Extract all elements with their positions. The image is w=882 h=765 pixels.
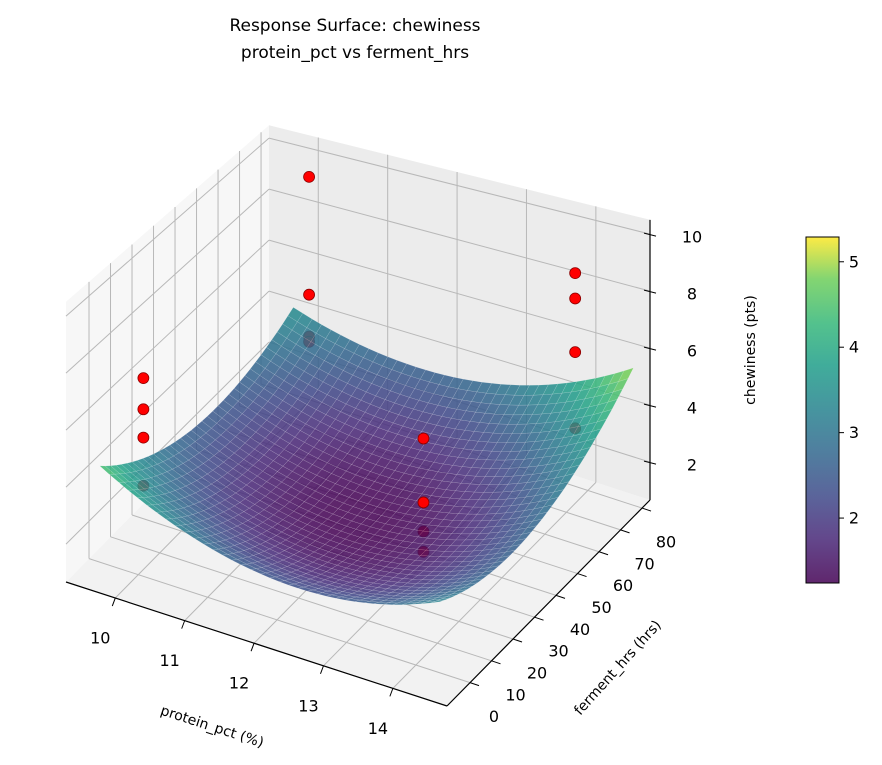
- colorbar-frame: [805, 236, 840, 584]
- y-tick: [512, 638, 523, 643]
- z-tick: [643, 346, 657, 351]
- x-tick: [389, 688, 394, 697]
- x-tick-label: 11: [159, 651, 179, 670]
- surface-facet: [564, 464, 581, 477]
- x-tick: [320, 665, 324, 674]
- scatter-point: [569, 267, 582, 280]
- z-tick: [643, 232, 657, 237]
- x-tick-label: 12: [229, 674, 249, 693]
- surface-facet: [542, 497, 559, 508]
- x-tick: [250, 643, 255, 652]
- gridline: [268, 188, 651, 292]
- gridline: [65, 137, 270, 317]
- x-tick-label: 10: [90, 629, 110, 648]
- colorbar-tick-label: 5: [849, 252, 859, 271]
- y-tick: [577, 573, 587, 578]
- z-tick-label: 2: [687, 456, 697, 475]
- colorbar: 2 3 4 5: [805, 236, 859, 584]
- y-tick: [469, 682, 480, 687]
- z-tick-label: 10: [682, 228, 702, 247]
- surface-facet: [601, 399, 618, 413]
- gridline: [65, 188, 270, 374]
- axis-lines: [65, 219, 657, 707]
- scatter-point: [569, 346, 582, 359]
- z-tick-label: 4: [687, 399, 697, 418]
- gridline: [65, 239, 270, 431]
- surface-facet: [430, 599, 446, 604]
- scatter-point: [303, 170, 315, 183]
- y-tick-label: 40: [570, 620, 590, 639]
- surface-facet: [488, 560, 505, 568]
- y-tick: [598, 551, 609, 556]
- surface-facet: [478, 570, 495, 577]
- y-axis-line: [446, 499, 651, 707]
- z-axis-label: chewiness (pts): [743, 295, 759, 405]
- z-tick-label: 6: [687, 342, 697, 361]
- surface-facet: [499, 549, 516, 558]
- surface-facet: [558, 473, 575, 485]
- scatter-point: [137, 372, 150, 385]
- x-axis-line: [65, 581, 448, 707]
- gridline: [392, 482, 597, 689]
- y-tick-label: 70: [634, 554, 654, 573]
- y-tick: [555, 594, 566, 599]
- scatter-point: [137, 403, 150, 416]
- surface-facet: [553, 481, 570, 493]
- y-tick-label: 0: [489, 707, 499, 726]
- x-tick-label: 14: [368, 719, 388, 738]
- scatter-point: [569, 292, 582, 305]
- gridline: [65, 341, 270, 545]
- y-tick: [620, 529, 630, 534]
- colorbar-fill: [806, 237, 839, 583]
- surface-facet: [618, 367, 634, 382]
- scatter-above-surface: [137, 170, 582, 509]
- scatter-point: [137, 431, 150, 444]
- x-tick: [181, 620, 186, 629]
- y-tick: [641, 507, 652, 512]
- y-tick: [491, 660, 501, 665]
- surface-facet: [526, 518, 543, 529]
- surface-facet: [585, 428, 602, 442]
- surface-facet: [531, 511, 548, 522]
- z-tick: [643, 403, 657, 408]
- colorbar-tick-label: 3: [849, 423, 859, 442]
- chart-subtitle: protein_pct vs ferment_hrs: [241, 43, 469, 63]
- gridline: [88, 558, 471, 684]
- fitted-surface: [99, 307, 634, 605]
- gridline: [110, 536, 492, 662]
- y-tick-label: 20: [527, 664, 547, 683]
- surface-facet: [505, 544, 522, 553]
- surface-facet: [580, 437, 597, 451]
- scatter-point: [303, 288, 315, 301]
- y-tick-label: 80: [656, 533, 676, 552]
- x-tick-label: 13: [298, 696, 318, 715]
- gridline: [65, 290, 270, 488]
- gridline: [268, 137, 651, 235]
- y-tick: [534, 616, 544, 621]
- colorbar-tick-label: 2: [849, 509, 859, 528]
- surface-facet: [591, 418, 607, 432]
- y-tick-label: 10: [505, 685, 525, 704]
- z-tick: [643, 460, 657, 465]
- y-tick-label: 30: [548, 642, 568, 661]
- x-tick: [111, 597, 116, 607]
- x-axis-label: protein_pct (%): [158, 703, 265, 751]
- y-tick-label: 50: [591, 598, 611, 617]
- colorbar-tick-label: 4: [849, 338, 859, 357]
- surface-facet: [596, 409, 613, 423]
- y-tick-label: 60: [613, 576, 633, 595]
- scatter-point: [417, 432, 430, 445]
- scatter-point: [417, 496, 430, 509]
- chart-title: Response Surface: chewiness: [229, 16, 480, 36]
- gridline: [268, 239, 651, 349]
- z-tick: [643, 289, 657, 294]
- z-tick-label: 8: [687, 285, 697, 304]
